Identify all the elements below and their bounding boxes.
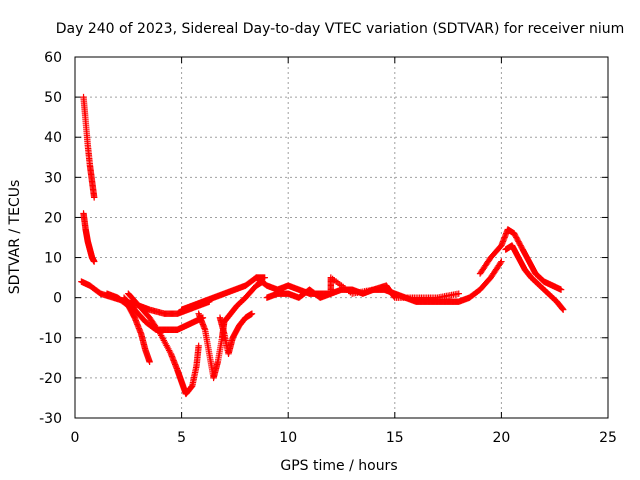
data-point: [90, 194, 98, 201]
plot-frame: [74, 56, 609, 419]
data-point: [560, 306, 567, 313]
y-tick-label: 10: [44, 251, 62, 267]
series-arc-13: [502, 242, 567, 313]
data-points: [78, 93, 567, 398]
y-tick-label: 20: [44, 210, 62, 226]
x-tick-label: 5: [177, 430, 186, 446]
grid-lines: [75, 57, 608, 418]
y-axis-label: SDTVAR / TECUs: [7, 180, 23, 295]
data-point: [498, 258, 505, 265]
y-tick-label: 0: [53, 291, 62, 307]
y-tick-label: -30: [39, 411, 62, 427]
y-tick-label: 40: [44, 130, 62, 146]
series-arc-2: [80, 210, 98, 265]
y-tick-label: -20: [39, 371, 62, 387]
y-tick-label: 60: [44, 50, 62, 66]
series-arc-9: [216, 310, 256, 358]
series-arc-12: [476, 226, 565, 293]
series-arc-11: [263, 274, 462, 301]
series-arc-1: [80, 93, 98, 201]
x-axis-label: GPS time / hours: [280, 458, 397, 474]
y-tick-labels: -30 -20 -10 0 10 20 30 40 50 60: [39, 50, 62, 427]
data-point: [497, 259, 504, 267]
x-tick-label: 0: [71, 430, 80, 446]
series-arc-4: [103, 290, 153, 366]
x-tick-label: 10: [279, 430, 297, 446]
x-tick-label: 25: [599, 430, 617, 446]
axis-ticks: [74, 56, 609, 419]
data-point: [90, 258, 98, 265]
data-point: [261, 274, 268, 281]
chart-title: Day 240 of 2023, Sidereal Day-to-day VTE…: [56, 21, 625, 37]
y-tick-label: 50: [44, 90, 62, 106]
data-point: [248, 310, 256, 317]
x-tick-label: 15: [386, 430, 404, 446]
series-arc-6: [120, 294, 207, 333]
data-point: [195, 342, 202, 349]
y-tick-label: 30: [44, 170, 62, 186]
y-tick-label: -10: [39, 331, 62, 347]
data-point: [557, 286, 565, 293]
data-point: [146, 358, 153, 366]
series-arc-5: [125, 290, 202, 398]
x-tick-label: 20: [492, 430, 510, 446]
data-point: [455, 290, 462, 297]
x-tick-labels: 0 5 10 15 20 25: [71, 430, 617, 446]
